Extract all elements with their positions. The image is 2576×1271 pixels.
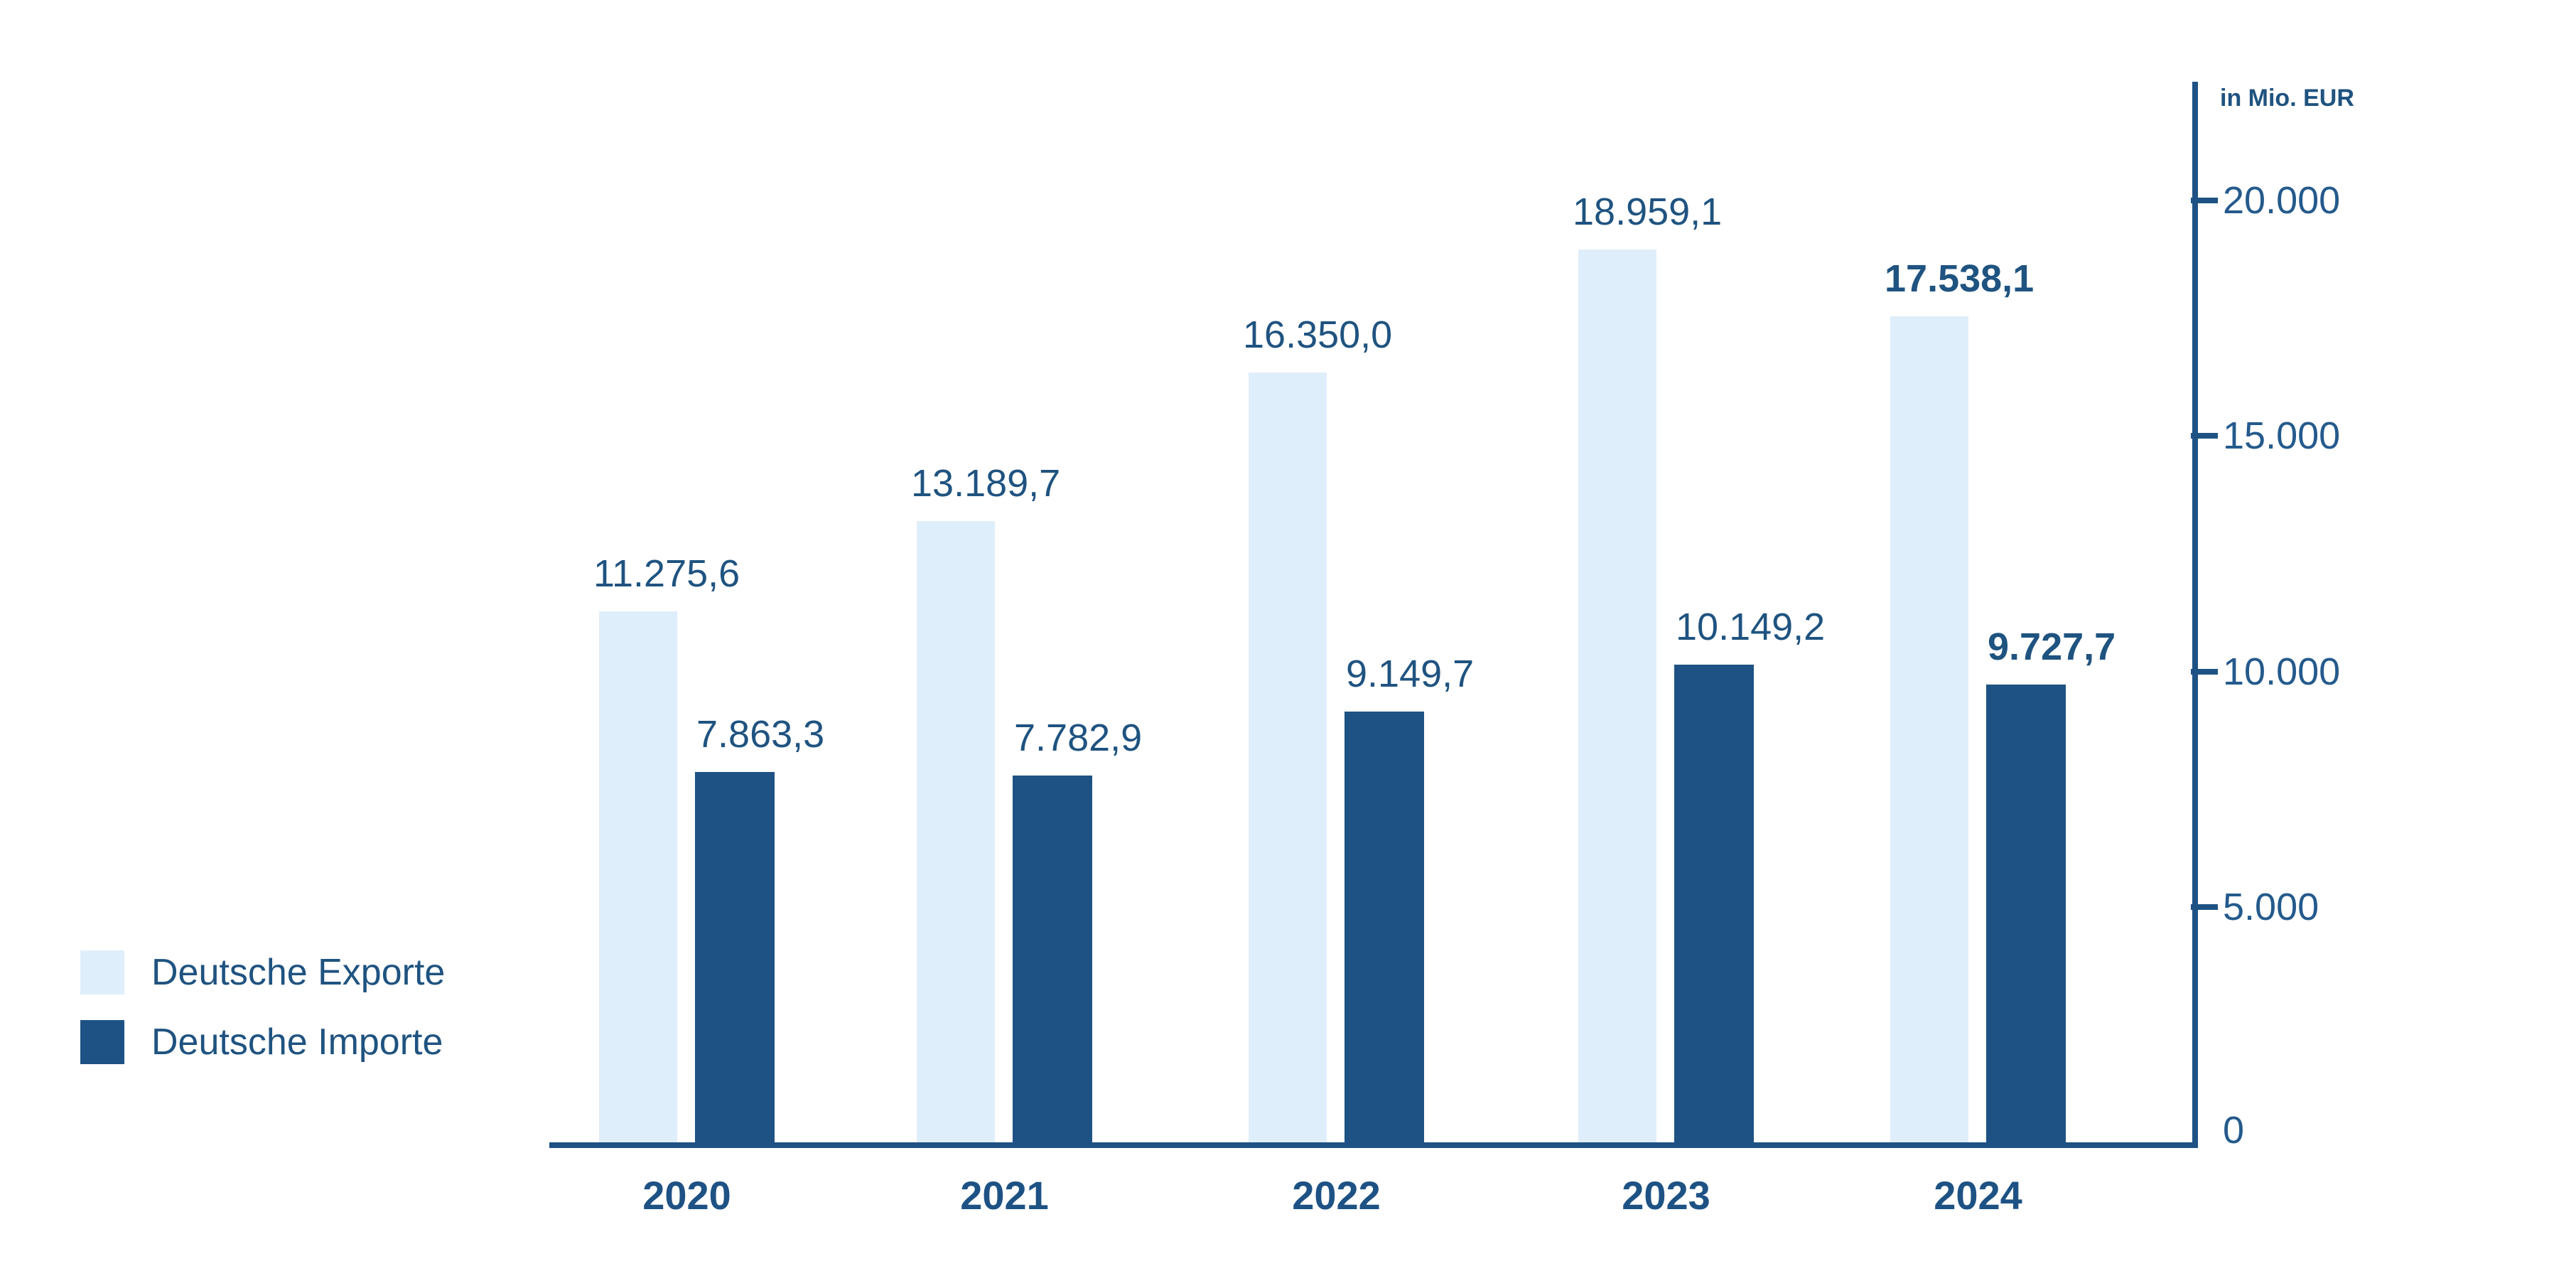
export-bar-2022: [1249, 372, 1327, 1145]
x-axis-label-2022: 2022: [1292, 1173, 1381, 1218]
x-axis-line: [549, 1142, 2198, 1148]
y-axis-tick-5000: [2191, 904, 2218, 910]
y-axis-tick-label-0: 0: [2223, 1109, 2245, 1152]
import-value-label-2024: 9.727,7: [1988, 626, 2116, 668]
y-axis-tick-label-20000: 20.000: [2223, 179, 2341, 222]
export-value-label-2020: 11.275,6: [593, 552, 740, 595]
export-bar-2023: [1578, 250, 1656, 1145]
legend-label-importe: Deutsche Importe: [151, 1021, 443, 1063]
import-value-label-2022: 9.149,7: [1346, 653, 1475, 695]
import-bar-2021: [1013, 776, 1092, 1145]
x-axis-label-2023: 2023: [1622, 1173, 1710, 1218]
y-axis-tick-label-5000: 5.000: [2223, 886, 2319, 928]
export-value-label-2023: 18.959,1: [1573, 191, 1723, 233]
x-axis-label-2021: 2021: [960, 1173, 1049, 1218]
import-value-label-2021: 7.782,9: [1014, 717, 1143, 759]
x-axis-label-2024: 2024: [1934, 1173, 2022, 1218]
import-bar-2022: [1344, 712, 1424, 1145]
y-axis-tick-10000: [2191, 669, 2218, 675]
import-bar-2020: [695, 772, 775, 1145]
y-axis-tick-15000: [2191, 433, 2218, 439]
legend-swatch-importe: [80, 1020, 124, 1064]
y-axis-tick-20000: [2191, 198, 2218, 203]
export-bar-2021: [917, 521, 995, 1145]
import-bar-2023: [1674, 665, 1754, 1145]
export-value-label-2024: 17.538,1: [1885, 257, 2035, 300]
import-value-label-2023: 10.149,2: [1676, 606, 1826, 648]
export-bar-2024: [1890, 316, 1968, 1145]
y-axis-line: [2192, 82, 2198, 1148]
export-value-label-2021: 13.189,7: [911, 462, 1061, 505]
legend-item-importe: Deutsche Importe: [80, 1020, 507, 1064]
y-axis-tick-label-10000: 10.000: [2223, 650, 2341, 693]
legend-label-exporte: Deutsche Exporte: [151, 952, 446, 993]
import-bar-2024: [1986, 685, 2066, 1145]
legend-item-exporte: Deutsche Exporte: [80, 950, 507, 994]
export-value-label-2022: 16.350,0: [1243, 313, 1393, 356]
y-axis-tick-label-15000: 15.000: [2223, 414, 2341, 457]
legend-swatch-exporte: [80, 950, 124, 994]
y-axis-unit-label: in Mio. EUR: [2220, 85, 2354, 112]
export-bar-2020: [599, 611, 677, 1145]
x-axis-label-2020: 2020: [642, 1173, 731, 1218]
import-value-label-2020: 7.863,3: [696, 713, 825, 756]
